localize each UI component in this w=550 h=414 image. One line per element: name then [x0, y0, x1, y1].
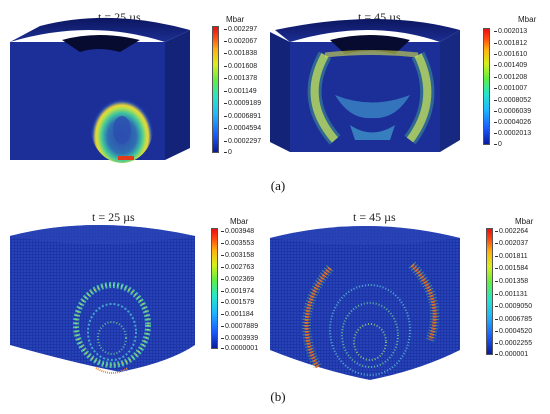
colorbar-tick: 0.002013	[493, 28, 528, 35]
colorbar-tick: 0.0002013	[493, 130, 532, 137]
colorbar-tick: 0.0009189	[223, 100, 262, 107]
colorbar-tick: 0.0007889	[220, 323, 259, 330]
colorbar-tick: 0.0003939	[220, 335, 259, 342]
colorbar	[486, 228, 493, 355]
colorbar-tick: 0.001608	[223, 63, 258, 70]
colorbar-tick: 0.0006785	[494, 316, 533, 323]
caption-b: (b)	[270, 389, 286, 404]
colorbar-tick: 0.0002297	[223, 138, 262, 145]
colorbar-tick: 0.001184	[221, 311, 254, 318]
colorbar-unit: Mbar	[230, 217, 249, 226]
colorbar-tick: 0.001358	[494, 278, 529, 285]
colorbar-tick: 0.003948	[220, 228, 255, 235]
colorbar-tick: 0.001974	[220, 288, 255, 295]
panel-title: t = 45 µs	[353, 210, 396, 224]
colorbar-tick: 0.0004520	[494, 328, 533, 335]
colorbar-tick: 0.001812	[493, 40, 528, 47]
colorbar-tick: 0.0009050	[494, 303, 533, 310]
colorbar-tick: 0.0002255	[494, 340, 533, 347]
colorbar-tick: 0.001838	[223, 50, 258, 57]
colorbar-tick: 0.0006891	[223, 113, 262, 120]
colorbar-tick: 0.002264	[494, 228, 529, 235]
colorbar-tick: 0.0006039	[493, 108, 532, 115]
colorbar-tick: 0.001579	[220, 299, 255, 306]
colorbar-tick: 0.0000001	[220, 345, 259, 352]
colorbar-tick: 0.001149	[224, 88, 257, 95]
colorbar-unit: Mbar	[226, 15, 245, 24]
colorbar-tick: 0.002297	[223, 26, 258, 33]
colorbar-tick: 0.001378	[223, 75, 258, 82]
colorbar-tick: 0.001610	[493, 51, 528, 58]
colorbar-unit: Mbar	[515, 217, 534, 226]
colorbar	[212, 26, 219, 153]
colorbar-tick: 0.001131	[495, 291, 528, 298]
panel-title: t = 25 µs	[92, 210, 135, 224]
colorbar-tick: 0.002067	[223, 38, 258, 45]
caption-a: (a)	[270, 178, 286, 193]
colorbar-tick: 0.001208	[493, 74, 528, 81]
colorbar-tick: 0.0004594	[223, 125, 262, 132]
colorbar	[211, 228, 218, 349]
colorbar-tick: 0.002037	[494, 240, 529, 247]
colorbar-tick: 0.0004026	[493, 119, 532, 126]
colorbar-tick: 0.002763	[220, 264, 255, 271]
colorbar-unit: Mbar	[518, 15, 537, 24]
colorbar-tick: 0.001811	[495, 253, 528, 260]
colorbar-tick: 0.003158	[220, 252, 255, 259]
colorbar-tick: 0.0008052	[493, 97, 532, 104]
colorbar	[483, 28, 490, 145]
colorbar-tick: 0.000001	[494, 351, 529, 358]
colorbar-tick: 0.002369	[220, 276, 255, 283]
colorbar-tick: 0.003553	[220, 240, 255, 247]
colorbar-tick: 0.001584	[494, 265, 529, 272]
colorbar-tick: 0	[224, 149, 232, 156]
colorbar-tick: 0	[494, 141, 502, 148]
colorbar-tick: 0.001409	[493, 62, 528, 69]
colorbar-tick: 0.001007	[493, 85, 528, 92]
